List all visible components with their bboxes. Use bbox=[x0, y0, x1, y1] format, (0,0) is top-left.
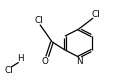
Text: H: H bbox=[17, 54, 23, 63]
Text: O: O bbox=[42, 57, 49, 66]
Text: Cl: Cl bbox=[34, 16, 43, 25]
Text: Cl: Cl bbox=[4, 66, 13, 75]
Text: Cl: Cl bbox=[92, 10, 101, 19]
Text: N: N bbox=[76, 57, 83, 66]
